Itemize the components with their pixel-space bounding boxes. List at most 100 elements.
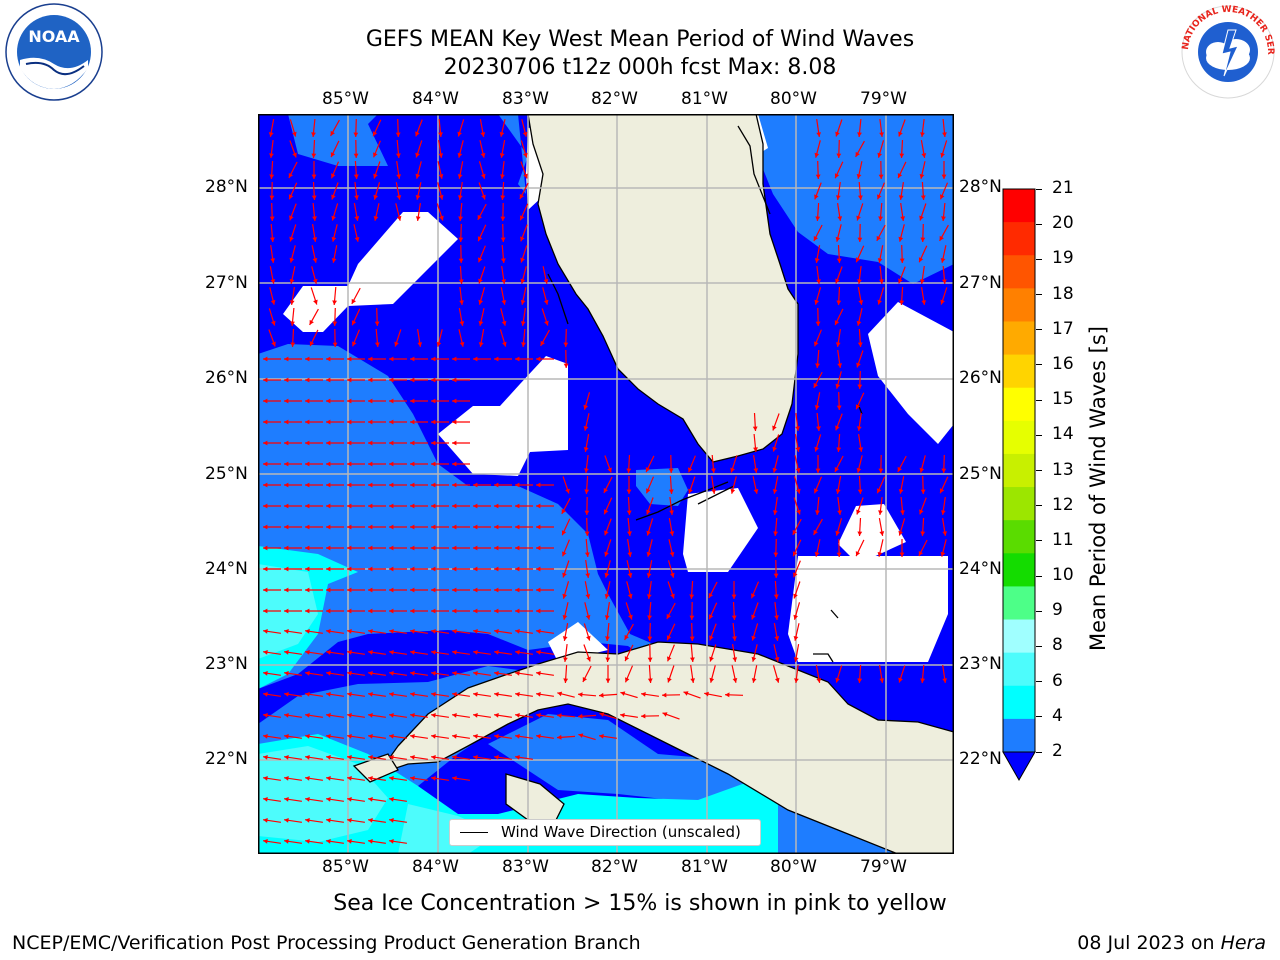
lon-label-bottom: 85°W [322, 857, 369, 877]
wave-direction-arrowhead [586, 656, 591, 662]
wave-direction-arrowhead [816, 279, 821, 284]
wave-direction-arrowhead [410, 713, 415, 718]
wave-direction-arrowhead [326, 524, 331, 530]
wave-direction-arrowhead [877, 299, 882, 305]
wave-direction-arrowhead [835, 342, 841, 347]
wave-direction-arrowhead [284, 461, 289, 467]
wave-direction-arrowhead [795, 468, 801, 473]
legend-line-sample [460, 832, 488, 833]
wave-direction-arrowhead [353, 153, 359, 158]
wave-direction-arrowhead [313, 299, 318, 305]
wave-direction-arrowhead [452, 419, 457, 425]
wave-direction-arrowhead [389, 545, 394, 551]
wave-direction-arrowhead [628, 614, 633, 620]
wave-direction-arrowhead [389, 776, 394, 781]
wave-direction-arrowhead [796, 488, 801, 494]
wave-direction-arrowhead [515, 524, 520, 530]
colorbar-cell [1003, 354, 1035, 389]
wave-direction-arrowhead [263, 356, 268, 362]
wave-direction-arrowhead [431, 755, 436, 760]
wave-direction-arrowhead [332, 300, 337, 305]
wave-direction-arrowhead [855, 257, 861, 263]
wave-direction-arrowhead [939, 488, 945, 494]
wave-direction-arrowhead [942, 531, 948, 536]
colorbar-tick-mark [1036, 294, 1042, 296]
wave-direction-arrowhead [815, 321, 821, 326]
colorbar-cell [1003, 189, 1035, 223]
wave-direction-arrowhead [478, 257, 483, 263]
wave-direction-arrowhead [920, 678, 925, 683]
wave-direction-arrowhead [578, 713, 583, 719]
colorbar-cell [1003, 520, 1035, 554]
wave-direction-arrowhead [389, 377, 394, 383]
lon-label-bottom: 84°W [412, 857, 459, 877]
wave-direction-arrowhead [389, 356, 394, 362]
wave-direction-arrowhead [584, 468, 589, 473]
wave-direction-arrowhead [732, 636, 737, 641]
footer-date: 08 Jul 2023 on [1077, 932, 1221, 954]
colorbar-cell [1003, 453, 1035, 488]
colorbar-tick-label: 12 [1052, 494, 1074, 515]
wave-direction-arrowhead [396, 215, 402, 221]
wave-direction-arrowhead [368, 440, 373, 446]
wave-direction-arrowhead [536, 608, 541, 614]
wave-direction-arrowhead [284, 398, 289, 404]
wave-direction-arrowhead [583, 404, 588, 410]
wave-direction-arrowhead [452, 356, 457, 362]
wave-direction-arrowhead [458, 258, 464, 263]
wave-direction-arrowhead [284, 734, 289, 739]
wave-direction-arrowhead [311, 153, 317, 158]
wave-direction-arrowhead [585, 614, 591, 620]
wave-direction-arrowhead [351, 320, 357, 326]
wave-direction-arrowhead [284, 440, 289, 446]
wave-direction-arrowhead [284, 377, 289, 383]
wave-direction-arrowhead [263, 503, 268, 509]
wave-direction-arrowhead [347, 440, 352, 446]
wave-direction-arrowhead [347, 398, 352, 404]
wave-direction-arrowhead [410, 398, 415, 404]
wave-direction-arrowhead [410, 356, 415, 362]
wave-direction-arrowhead [368, 713, 373, 718]
wave-direction-arrowhead [269, 153, 274, 158]
wave-direction-arrowhead [646, 573, 652, 578]
wave-direction-arrowhead [709, 677, 715, 683]
wave-direction-arrowhead [857, 279, 862, 284]
wave-direction-arrowhead [772, 425, 777, 431]
wave-direction-arrowhead [877, 552, 883, 557]
wave-direction-arrowhead [751, 635, 756, 641]
wave-direction-arrowhead [326, 818, 331, 823]
wave-direction-arrowhead [940, 194, 945, 200]
colorbar-tick-label: 4 [1052, 705, 1063, 726]
wave-direction-arrowhead [326, 545, 331, 551]
wave-direction-arrowhead [796, 509, 801, 515]
wave-direction-arrowhead [473, 755, 478, 760]
wave-direction-arrowhead [288, 173, 293, 178]
wave-direction-arrowhead [520, 236, 525, 242]
wave-direction-arrowhead [668, 489, 674, 494]
wave-direction-arrowhead [305, 377, 310, 383]
wave-direction-arrowhead [899, 258, 905, 263]
wave-direction-arrowhead [857, 678, 863, 683]
wave-direction-arrowhead [263, 587, 268, 593]
wave-direction-arrowhead [814, 446, 819, 452]
wave-direction-arrowhead [563, 363, 569, 368]
colorbar-under-triangle [1002, 751, 1036, 782]
lon-label-bottom: 83°W [502, 857, 549, 877]
wave-direction-arrowhead [536, 482, 541, 488]
wave-direction-arrowhead [919, 174, 925, 179]
wave-direction-arrowhead [373, 152, 378, 158]
wave-direction-arrowhead [415, 152, 420, 158]
wave-direction-arrowhead [878, 216, 883, 221]
wave-direction-arrowhead [305, 461, 310, 467]
wave-direction-arrowhead [557, 713, 562, 718]
wave-direction-arrowhead [814, 341, 819, 347]
wave-direction-arrowhead [515, 587, 520, 593]
wave-direction-arrowhead [331, 194, 336, 200]
wave-direction-arrowhead [263, 797, 268, 802]
wave-direction-arrowhead [263, 461, 268, 467]
wave-direction-arrowhead [515, 503, 520, 509]
wave-direction-arrowhead [494, 482, 499, 488]
wave-direction-arrowhead [326, 776, 331, 781]
wave-direction-arrowhead [436, 341, 442, 347]
wave-direction-arrowhead [515, 608, 520, 614]
